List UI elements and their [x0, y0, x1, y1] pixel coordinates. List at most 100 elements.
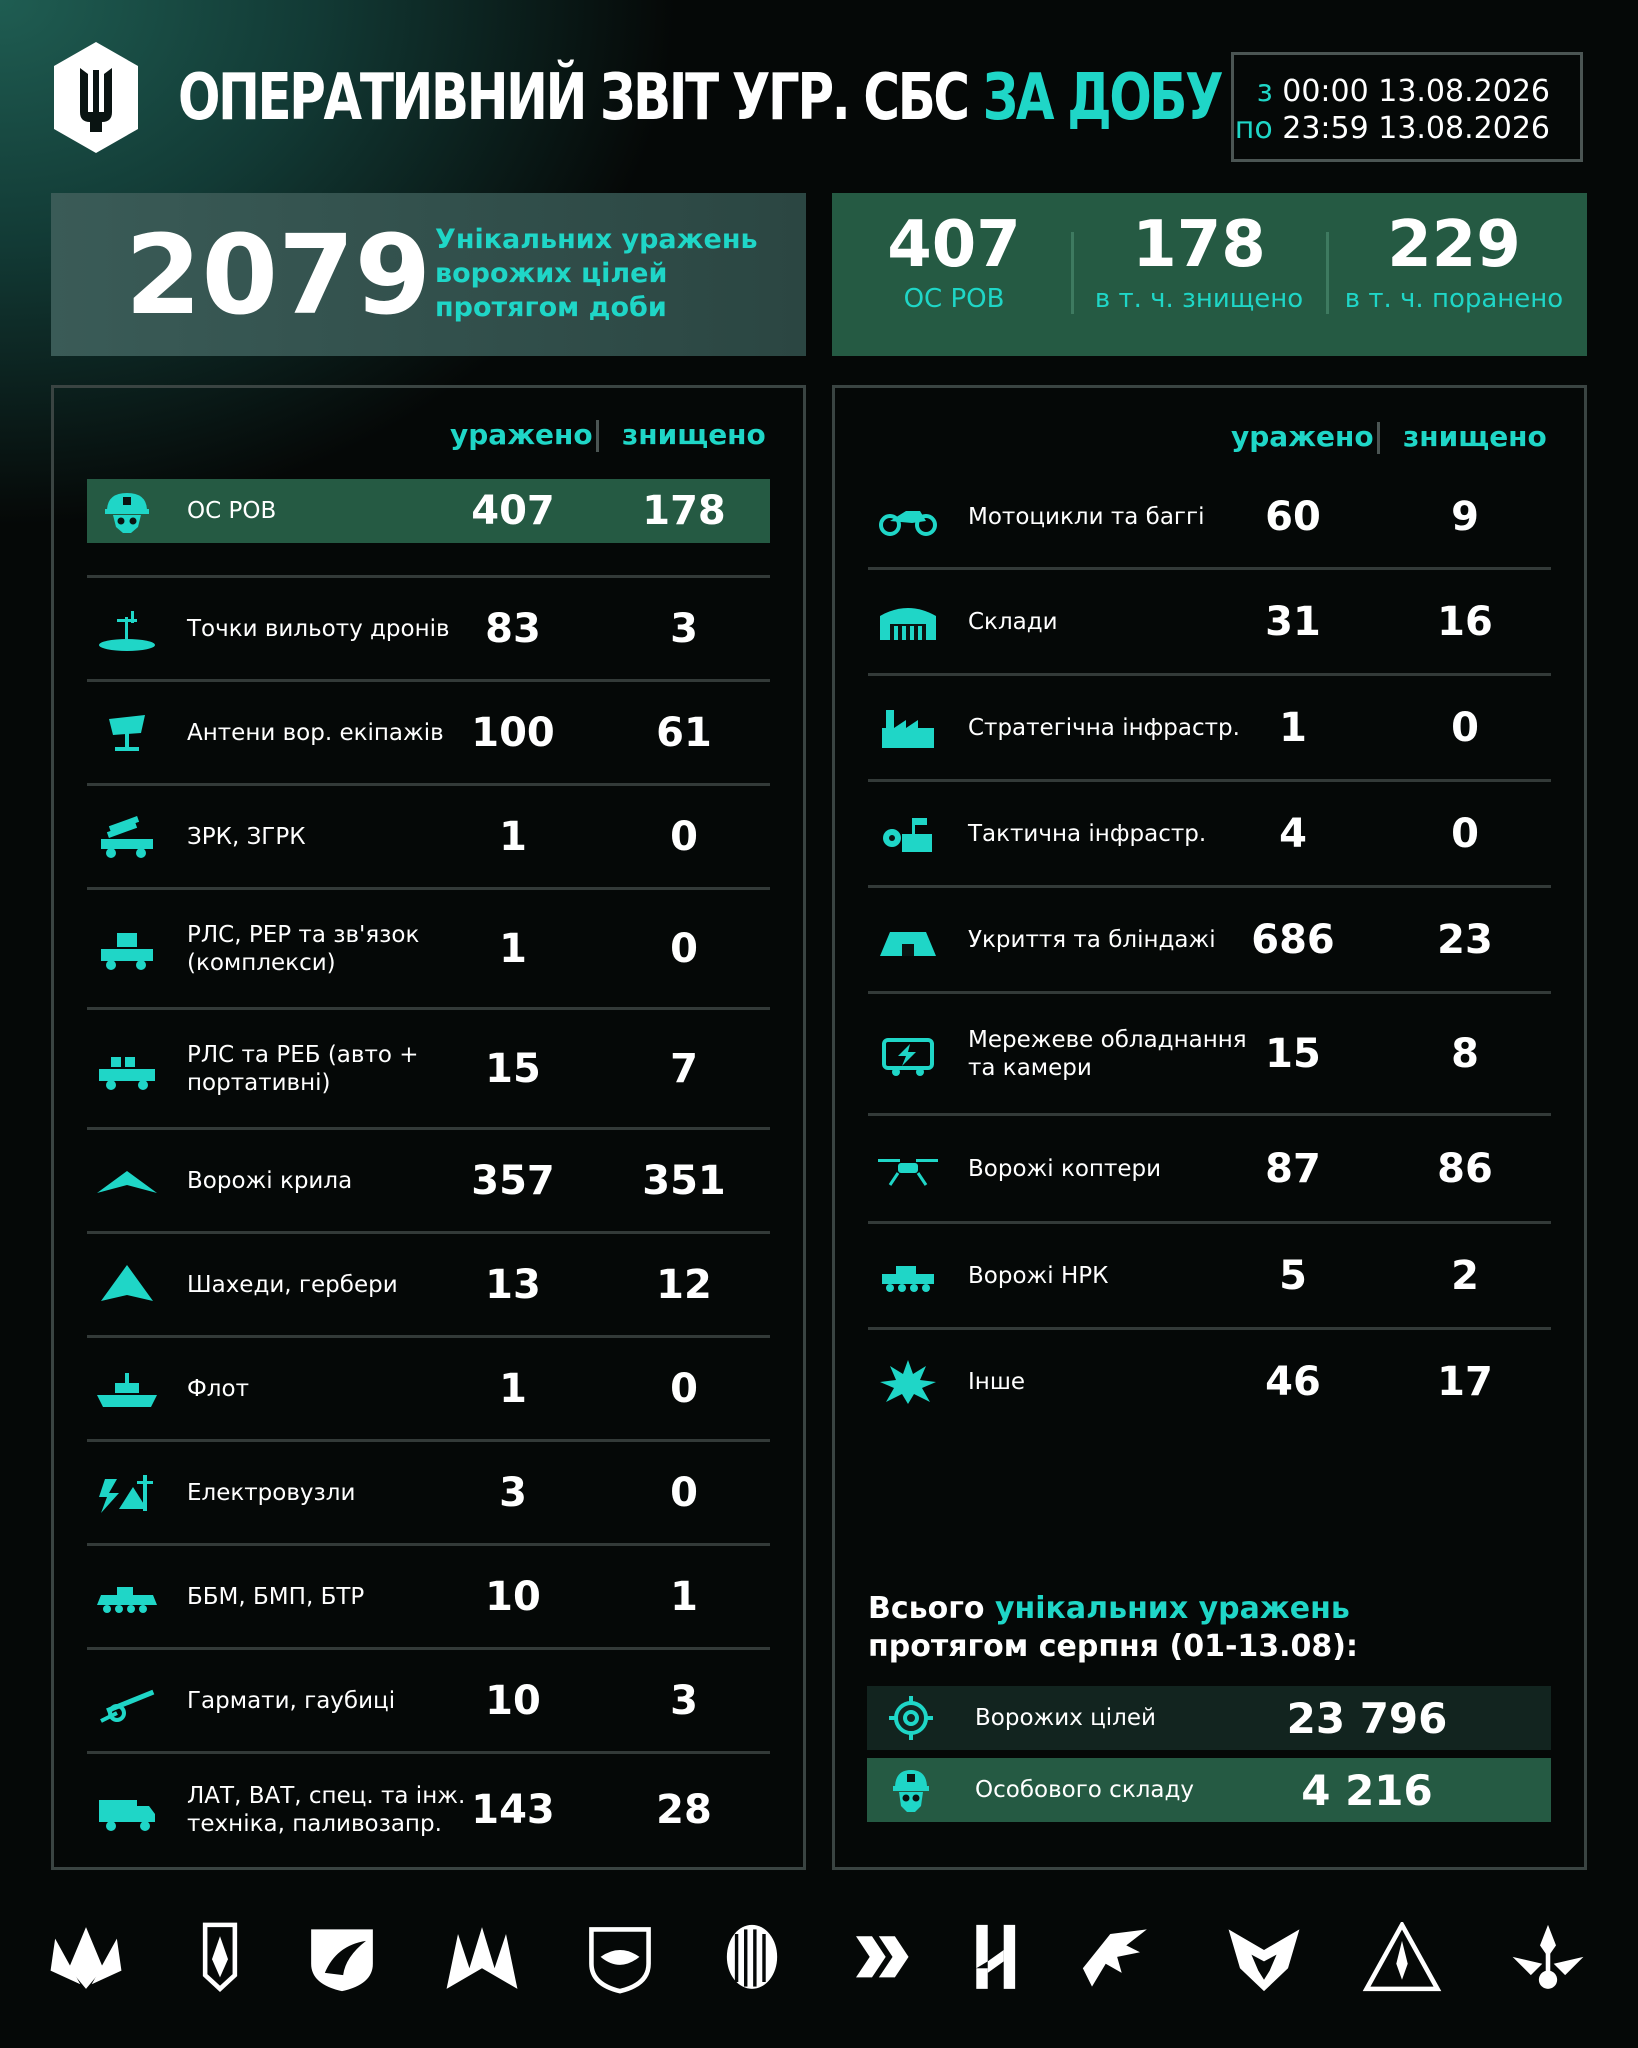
summary-text-line: ворожих цілей: [435, 258, 668, 289]
row-divider: [87, 1647, 770, 1650]
date-from: 00:00 13.08.2026: [1282, 74, 1550, 109]
unit-emblem-12-icon: [1512, 1924, 1584, 1989]
table-row: РЛС, РЕР та зв'язок (комплекси) 1 0: [87, 890, 770, 1007]
row-label: Мережеве обладнання та камери: [968, 1026, 1258, 1082]
row-divider: [87, 783, 770, 786]
row-label-line: Ворожі коптери: [968, 1155, 1162, 1182]
ew-vehicle-icon: [99, 1056, 155, 1090]
table-row: Антени вор. екіпажів 100 61: [87, 682, 770, 783]
row-label-line: техніка, паливозапр.: [187, 1810, 442, 1837]
month-total-value: 23 796: [1286, 1693, 1448, 1743]
divider: [1071, 232, 1074, 314]
destroyed-value: 0: [670, 1469, 698, 1516]
destroyed-value: 86: [1437, 1145, 1493, 1192]
row-label: Мотоцикли та баггі: [968, 503, 1258, 531]
unit-emblem-5-icon: [589, 1927, 651, 1994]
unit-emblem-4-icon: [446, 1927, 518, 1989]
destroyed-value: 28: [656, 1786, 712, 1833]
personnel-total: 407 ОС РОВ: [862, 208, 1046, 316]
explosion-icon: [880, 1359, 936, 1404]
hit-value: 60: [1265, 493, 1321, 540]
row-label: РЛС та РЕБ (авто + портативні): [187, 1041, 477, 1097]
row-label-line: Точки вильоту дронів: [187, 615, 450, 642]
row-label-line: Ворожі крила: [187, 1167, 353, 1194]
hit-value: 143: [471, 1786, 555, 1833]
personnel-panel: [832, 193, 1587, 356]
right-table-panel: [832, 385, 1587, 1870]
destroyed-value: 178: [642, 488, 726, 534]
personnel-value: 407: [887, 208, 1021, 282]
factory-icon: [882, 709, 934, 748]
personnel-wounded: 229 в т. ч. поранено: [1336, 208, 1572, 316]
row-label-line: Шахеди, гербери: [187, 1271, 398, 1298]
unit-emblem-6-icon: [726, 1924, 778, 1989]
row-label: Флот: [187, 1375, 477, 1403]
destroyed-value: 9: [1451, 493, 1479, 540]
divider: [596, 420, 599, 452]
personnel-label: в т. ч. поранено: [1344, 284, 1564, 314]
row-label: Гармати, гаубиці: [187, 1687, 477, 1715]
date-range: з 00:00 13.08.2026 по 23:59 13.08.2026: [1231, 52, 1583, 162]
column-header-hit: уражено: [450, 418, 593, 451]
destroyed-value: 3: [670, 605, 698, 652]
row-divider: [87, 1751, 770, 1754]
row-label-line: ЛАТ, ВАТ, спец. та інж.: [187, 1782, 466, 1809]
destroyed-value: 8: [1451, 1030, 1479, 1077]
hit-value: 15: [485, 1045, 541, 1092]
row-divider: [868, 1113, 1551, 1116]
month-total-prefix: Всього: [868, 1591, 995, 1626]
hit-value: 1: [499, 813, 527, 860]
table-row: Мотоцикли та баггі 60 9: [868, 466, 1551, 567]
table-row: ЗРК, ЗГРК 1 0: [87, 786, 770, 887]
row-label: Стратегічна інфрастр.: [968, 714, 1258, 742]
row-divider: [87, 887, 770, 890]
month-total-label: Особового складу: [975, 1777, 1195, 1803]
table-row: Шахеди, гербери 13 12: [87, 1234, 770, 1335]
row-label: Склади: [968, 608, 1258, 636]
radar-truck-icon: [101, 932, 153, 970]
personnel-value: 178: [1132, 208, 1266, 282]
missile-launcher-truck-icon: [101, 815, 153, 858]
row-label: Електровузли: [187, 1479, 477, 1507]
warehouse-icon: [880, 607, 936, 640]
summary-text-line: Унікальних уражень: [435, 224, 758, 255]
row-label-line: Укриття та бліндажі: [968, 926, 1216, 953]
hit-value: 1: [499, 925, 527, 972]
unit-emblem-7-icon: [856, 1936, 909, 1978]
destroyed-value: 0: [670, 925, 698, 972]
table-row: ЛАТ, ВАТ, спец. та інж. техніка, паливоза…: [87, 1754, 770, 1865]
row-divider: [868, 673, 1551, 676]
destroyed-value: 2: [1451, 1252, 1479, 1299]
table-row: Укриття та бліндажі 686 23: [868, 888, 1551, 991]
personnel-value: 229: [1387, 208, 1521, 282]
truck-icon: [99, 1799, 155, 1831]
row-label-line: РЛС, РЕР та зв'язок: [187, 921, 420, 948]
unit-emblem-3-icon: [311, 1929, 373, 1992]
row-label-line: Флот: [187, 1375, 249, 1402]
row-label: Укриття та бліндажі: [968, 926, 1258, 954]
summary-panel: [51, 193, 806, 356]
howitzer-icon: [100, 1689, 155, 1723]
power-node-icon: [99, 1474, 153, 1513]
table-row: ББМ, БМП, БТР 10 1: [87, 1546, 770, 1647]
row-divider: [868, 567, 1551, 570]
row-divider: [87, 1543, 770, 1546]
hit-value: 3: [499, 1469, 527, 1516]
month-total-value: 4 216: [1301, 1765, 1433, 1815]
unit-emblem-11-icon: [1362, 1922, 1442, 1992]
row-divider: [87, 679, 770, 682]
hit-value: 10: [485, 1573, 541, 1620]
row-label-line: ББМ, БМП, БТР: [187, 1583, 365, 1610]
destroyed-value: 61: [656, 709, 712, 756]
month-total-row-personnel: Особового складу 4 216: [867, 1758, 1551, 1822]
table-row: Мережеве обладнання та камери 15 8: [868, 994, 1551, 1113]
row-divider: [87, 1439, 770, 1442]
soldier-icon: [893, 1770, 929, 1812]
drone-launch-point-icon: [99, 610, 155, 651]
row-label-line: та камери: [968, 1054, 1092, 1081]
personnel-label: в т. ч. знищено: [1094, 284, 1304, 314]
wing-drone-icon: [97, 1170, 157, 1193]
hit-value: 357: [471, 1157, 555, 1204]
soldier-icon: [105, 493, 149, 533]
destroyed-value: 16: [1437, 598, 1493, 645]
